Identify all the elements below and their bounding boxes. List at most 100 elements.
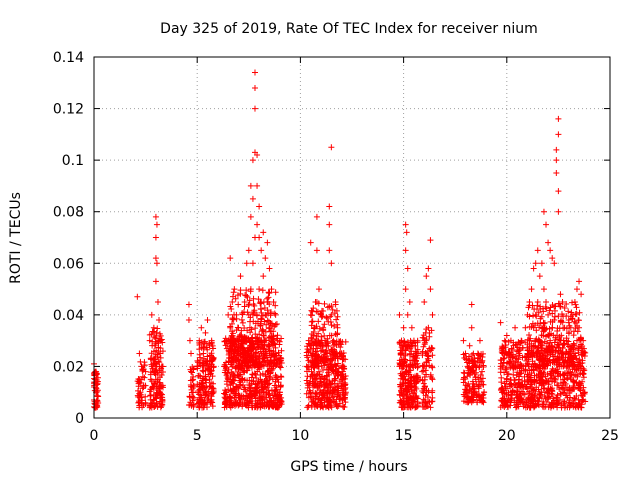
data-point bbox=[152, 255, 159, 262]
data-point bbox=[230, 316, 237, 323]
data-point bbox=[254, 354, 261, 361]
data-point bbox=[426, 330, 433, 337]
data-point bbox=[236, 356, 243, 363]
data-point bbox=[522, 324, 529, 331]
data-point bbox=[186, 337, 193, 344]
data-point bbox=[261, 384, 268, 391]
data-point bbox=[400, 376, 407, 383]
data-point bbox=[524, 350, 531, 357]
data-point bbox=[268, 387, 275, 394]
data-point bbox=[250, 310, 257, 317]
data-point bbox=[261, 353, 268, 360]
data-point bbox=[189, 369, 196, 376]
data-point bbox=[138, 394, 145, 401]
data-point bbox=[151, 404, 158, 411]
data-point bbox=[536, 356, 543, 363]
data-point bbox=[321, 391, 328, 398]
x-tick-label: 0 bbox=[90, 428, 99, 444]
data-point bbox=[336, 350, 343, 357]
data-point bbox=[333, 316, 340, 323]
data-point bbox=[475, 385, 482, 392]
data-point bbox=[140, 384, 147, 391]
data-point bbox=[539, 354, 546, 361]
data-point bbox=[267, 370, 274, 377]
data-point bbox=[545, 239, 552, 246]
data-point bbox=[328, 404, 335, 411]
data-point bbox=[429, 352, 436, 359]
data-point bbox=[275, 379, 282, 386]
data-point bbox=[256, 394, 263, 401]
data-point bbox=[544, 389, 551, 396]
data-point bbox=[258, 247, 265, 254]
data-point bbox=[469, 378, 476, 385]
data-point bbox=[188, 383, 195, 390]
data-point bbox=[331, 323, 338, 330]
data-point bbox=[569, 311, 576, 318]
data-point bbox=[313, 372, 320, 379]
data-point bbox=[572, 311, 579, 318]
data-point bbox=[559, 350, 566, 357]
data-point bbox=[406, 403, 413, 410]
data-point bbox=[477, 371, 484, 378]
data-point bbox=[272, 321, 279, 328]
data-point bbox=[210, 345, 217, 352]
data-point bbox=[560, 379, 567, 386]
data-point bbox=[277, 364, 284, 371]
data-point bbox=[525, 373, 532, 380]
data-point bbox=[423, 389, 430, 396]
data-point bbox=[94, 381, 101, 388]
data-point bbox=[315, 318, 322, 325]
data-point bbox=[304, 373, 311, 380]
data-point bbox=[462, 389, 469, 396]
data-point bbox=[210, 385, 217, 392]
data-point bbox=[319, 403, 326, 410]
data-point bbox=[158, 402, 165, 409]
data-point bbox=[256, 286, 263, 293]
data-point bbox=[550, 332, 557, 339]
data-point bbox=[574, 403, 581, 410]
data-point bbox=[266, 324, 273, 331]
data-point bbox=[578, 351, 585, 358]
data-point bbox=[190, 394, 197, 401]
data-point bbox=[428, 363, 435, 370]
data-point bbox=[569, 363, 576, 370]
data-point bbox=[188, 350, 195, 357]
data-point bbox=[232, 295, 239, 302]
data-point bbox=[576, 309, 583, 316]
data-point bbox=[551, 313, 558, 320]
data-point bbox=[321, 300, 328, 307]
chart-title: Day 325 of 2019, Rate Of TEC Index for r… bbox=[160, 21, 538, 37]
data-point bbox=[471, 389, 478, 396]
data-point bbox=[240, 345, 247, 352]
data-point bbox=[403, 229, 410, 236]
data-point bbox=[499, 389, 506, 396]
data-point bbox=[185, 317, 192, 324]
data-point bbox=[147, 376, 154, 383]
data-point bbox=[152, 278, 159, 285]
data-point bbox=[401, 338, 408, 345]
data-point bbox=[206, 342, 213, 349]
data-point bbox=[247, 318, 254, 325]
data-point bbox=[408, 398, 415, 405]
data-point bbox=[499, 343, 506, 350]
data-point bbox=[554, 392, 561, 399]
data-point bbox=[548, 349, 555, 356]
data-point bbox=[328, 322, 335, 329]
data-point bbox=[259, 356, 266, 363]
data-point bbox=[327, 402, 334, 409]
data-point bbox=[570, 384, 577, 391]
data-point bbox=[342, 392, 349, 399]
data-point bbox=[575, 343, 582, 350]
data-point bbox=[251, 69, 258, 76]
data-point bbox=[267, 357, 274, 364]
data-point bbox=[94, 402, 101, 409]
data-point bbox=[559, 298, 566, 305]
data-point bbox=[573, 337, 580, 344]
data-point bbox=[522, 384, 529, 391]
data-point bbox=[202, 391, 209, 398]
data-point bbox=[324, 361, 331, 368]
axes: 0 5 10 15 20 25 0 0.02 0.04 0.06 0.08 0.1 0.12 0.14 bbox=[53, 50, 619, 444]
data-point bbox=[529, 358, 536, 365]
data-point bbox=[399, 392, 406, 399]
data-point bbox=[135, 379, 142, 386]
